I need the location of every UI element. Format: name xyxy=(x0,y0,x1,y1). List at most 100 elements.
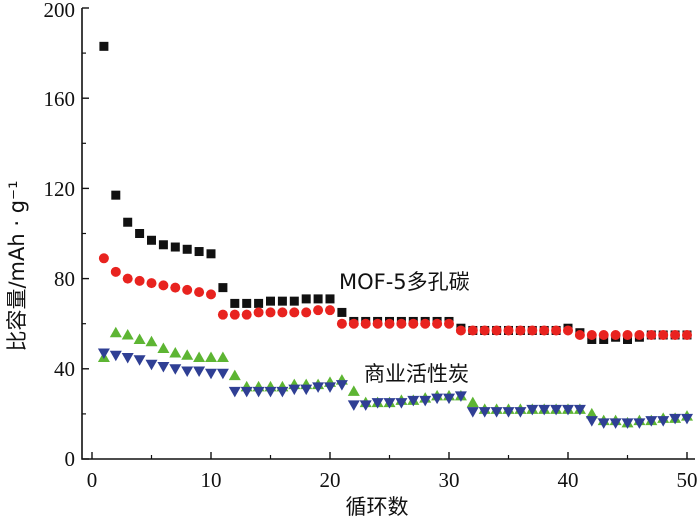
y-tick-label: 120 xyxy=(44,177,76,201)
data-point xyxy=(444,318,454,329)
data-point xyxy=(181,349,194,360)
data-point xyxy=(277,296,287,306)
data-point xyxy=(585,407,598,419)
data-point xyxy=(228,369,241,381)
data-point xyxy=(467,325,478,336)
series-1 xyxy=(99,41,692,344)
data-point xyxy=(145,335,158,347)
data-point xyxy=(407,395,420,407)
y-axis-title: 比容量/mAh · g⁻¹ xyxy=(5,180,29,351)
data-point xyxy=(454,391,467,402)
data-point xyxy=(527,325,538,336)
data-point xyxy=(574,329,585,340)
data-point xyxy=(408,318,419,329)
data-point xyxy=(216,351,229,363)
y-tick-label: 200 xyxy=(44,0,76,22)
data-point xyxy=(288,384,301,396)
data-point xyxy=(658,329,669,340)
data-point xyxy=(230,298,240,308)
data-point xyxy=(252,386,265,398)
data-point xyxy=(241,309,252,320)
data-point xyxy=(109,326,122,338)
data-point xyxy=(609,418,622,429)
data-point xyxy=(193,351,206,363)
data-point xyxy=(466,407,479,418)
data-point xyxy=(337,307,347,317)
data-point xyxy=(539,325,550,336)
data-point xyxy=(526,404,539,416)
data-point xyxy=(610,329,621,340)
data-point xyxy=(348,318,359,329)
data-point xyxy=(371,398,384,409)
x-tick-label: 10 xyxy=(201,468,222,492)
data-point xyxy=(121,353,134,364)
data-point xyxy=(193,366,206,378)
data-point xyxy=(206,289,216,300)
data-point xyxy=(194,287,205,298)
y-tick-label: 80 xyxy=(54,267,75,291)
data-point xyxy=(395,398,408,409)
data-point xyxy=(347,385,360,396)
data-point xyxy=(550,404,563,416)
data-points xyxy=(97,41,693,429)
data-point xyxy=(646,329,657,340)
data-point xyxy=(335,380,348,391)
data-point xyxy=(598,329,609,340)
data-point xyxy=(121,328,134,340)
data-point xyxy=(240,386,253,398)
data-point xyxy=(670,329,681,340)
data-point xyxy=(229,309,240,320)
annotation-commercial-carbon: 商业活性炭 xyxy=(364,362,469,386)
plot-area xyxy=(81,7,695,460)
axes-frame xyxy=(81,8,695,460)
data-point xyxy=(633,418,646,429)
data-point xyxy=(109,350,122,362)
data-point xyxy=(301,307,312,318)
data-point xyxy=(133,355,146,366)
data-point xyxy=(563,325,573,336)
data-point xyxy=(515,325,526,336)
data-point xyxy=(169,347,182,358)
data-point xyxy=(597,418,610,429)
data-point xyxy=(682,329,692,340)
data-point xyxy=(336,318,347,329)
data-point xyxy=(551,325,562,336)
data-point xyxy=(325,294,335,304)
data-point xyxy=(146,278,157,289)
data-point xyxy=(325,305,335,316)
data-point xyxy=(384,318,395,329)
data-point xyxy=(657,416,670,427)
data-point xyxy=(312,382,325,393)
data-point xyxy=(645,416,658,427)
data-point xyxy=(99,41,109,51)
data-point xyxy=(145,359,158,371)
data-point xyxy=(218,283,228,293)
data-point xyxy=(478,407,491,418)
data-point xyxy=(479,325,490,336)
y-tick-label: 160 xyxy=(44,87,76,111)
data-point xyxy=(158,240,168,250)
data-point xyxy=(110,266,121,277)
data-point xyxy=(573,404,586,416)
data-point xyxy=(123,217,133,227)
data-point xyxy=(360,318,371,329)
data-point xyxy=(383,398,396,409)
data-point xyxy=(431,393,444,405)
data-point xyxy=(289,296,299,306)
x-tick-label: 40 xyxy=(558,468,579,492)
data-point xyxy=(265,307,276,318)
data-point xyxy=(216,368,229,380)
data-point xyxy=(135,229,145,238)
data-point xyxy=(134,275,145,286)
data-point xyxy=(182,244,192,254)
data-point xyxy=(681,413,693,425)
data-point xyxy=(97,348,110,360)
series-2 xyxy=(98,253,692,340)
data-point xyxy=(347,400,360,411)
data-point xyxy=(98,253,109,264)
data-point xyxy=(503,325,514,336)
data-point xyxy=(301,294,311,304)
data-point xyxy=(490,407,503,418)
data-point xyxy=(277,307,288,318)
data-point xyxy=(562,404,574,416)
